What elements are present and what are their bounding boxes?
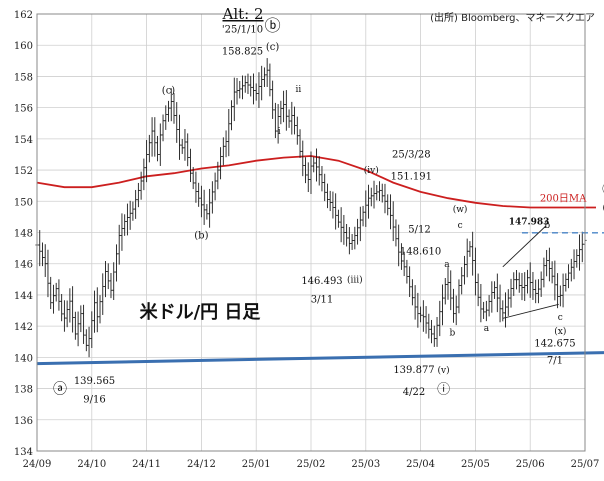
wave-annotation: 9/16 — [83, 395, 105, 406]
wave-annotation: (c) — [162, 86, 176, 97]
wave-annotation: 4/22 — [403, 387, 425, 398]
y-tick-label: 162 — [14, 10, 33, 21]
wave-annotation: c — [458, 221, 463, 231]
wave-annotation: 25/3/28 — [392, 150, 431, 161]
wave-annotation: b — [450, 329, 456, 339]
support-trendline — [36, 351, 604, 366]
wave-annotation: ii — [296, 85, 302, 95]
wave-annotation: 147.983 — [509, 218, 550, 228]
wave-annotation: a — [444, 260, 450, 270]
wave-annotation: 7/1 — [547, 356, 563, 367]
y-tick-label: 144 — [14, 291, 33, 302]
wave-annotation: i — [278, 127, 281, 137]
wedge-trendline — [502, 225, 546, 268]
chart-title: Alt: 2 — [221, 5, 263, 23]
grid — [36, 13, 586, 452]
wedge-trendline — [502, 303, 559, 319]
wave-annotation: 142.675 — [534, 338, 575, 349]
wave-annotation: (y) — [603, 203, 604, 214]
y-tick-label: 146 — [14, 260, 33, 271]
wave-annotation: ⓐ — [53, 381, 67, 397]
wave-annotation: '25/1/10 — [222, 25, 263, 36]
price-bars-layer — [35, 58, 587, 358]
wave-annotation: 139.877 — [393, 365, 434, 376]
wave-annotation: (b) — [194, 231, 208, 242]
x-tick-label: 24/12 — [187, 459, 216, 470]
axes: 134 136 138 140 142 144 146 148 150 152 154 156 158 1… — [14, 10, 600, 470]
y-tick-label: 156 — [14, 104, 33, 115]
x-tick-label: 24/09 — [23, 459, 52, 470]
x-tick-label: 25/06 — [516, 459, 545, 470]
chart-watermark-label: 米ドル/円 日足 — [140, 301, 261, 323]
y-tick-label: 152 — [14, 166, 33, 177]
wave-annotation: 151.191 — [391, 171, 432, 182]
y-tick-label: 160 — [14, 41, 33, 52]
wave-annotation: c — [558, 313, 563, 323]
wave-annotation: ⓑ — [265, 16, 281, 35]
plot-frame — [36, 13, 586, 452]
x-tick-label: 25/03 — [351, 459, 380, 470]
y-tick-label: 148 — [14, 229, 33, 240]
y-tick-label: 154 — [14, 135, 33, 146]
wave-annotation: (v) — [438, 365, 450, 376]
source-note: (出所) Bloomberg、マネースクエア — [430, 11, 595, 24]
wave-annotation: 146.493 — [301, 276, 342, 287]
wave-annotation: ⓘ — [437, 382, 450, 397]
x-tick-label: 25/01 — [242, 459, 271, 470]
wave-annotation: 148.610 — [400, 246, 441, 257]
wave-annotation: (w) — [453, 204, 468, 215]
wave-annotation: (iv) — [364, 165, 379, 176]
wave-annotation: b — [544, 221, 550, 231]
wave-annotation: 158.825 — [222, 47, 263, 58]
moving-average-layer — [36, 155, 596, 209]
x-tick-label: 24/10 — [77, 459, 106, 470]
support-layer — [36, 351, 604, 366]
x-tick-label: 25/05 — [461, 459, 490, 470]
wave-annotation: ⓘ — [602, 183, 604, 198]
x-tick-label: 24/11 — [132, 459, 161, 470]
y-tick-label: 158 — [14, 72, 33, 83]
overlay-layer — [502, 225, 604, 319]
wave-annotation: a — [484, 324, 490, 334]
x-tick-label: 25/02 — [297, 459, 326, 470]
wave-annotation: (c) — [266, 42, 280, 53]
y-tick-label: 140 — [14, 353, 33, 364]
y-tick-label: 138 — [14, 385, 33, 396]
annotation-layer: ⓐ 139.5659/16(c)(b)'25/1/10158.825ⓑ(c)iii… — [53, 16, 604, 405]
y-tick-label: 134 — [14, 447, 33, 458]
y-tick-label: 142 — [14, 322, 33, 333]
wave-annotation: (iii) — [347, 274, 363, 285]
wave-annotation: 200日MA — [540, 193, 587, 204]
y-tick-label: 136 — [14, 416, 33, 427]
y-tick-label: 150 — [14, 197, 33, 208]
wave-annotation: 5/12 — [408, 225, 430, 236]
wave-annotation: 139.565 — [74, 376, 115, 387]
x-tick-label: 25/04 — [406, 459, 435, 470]
x-tick-label: 25/07 — [571, 459, 600, 470]
wave-annotation: 3/11 — [311, 295, 333, 306]
ma-200-line — [36, 155, 596, 209]
wave-annotation: (x) — [554, 326, 566, 337]
